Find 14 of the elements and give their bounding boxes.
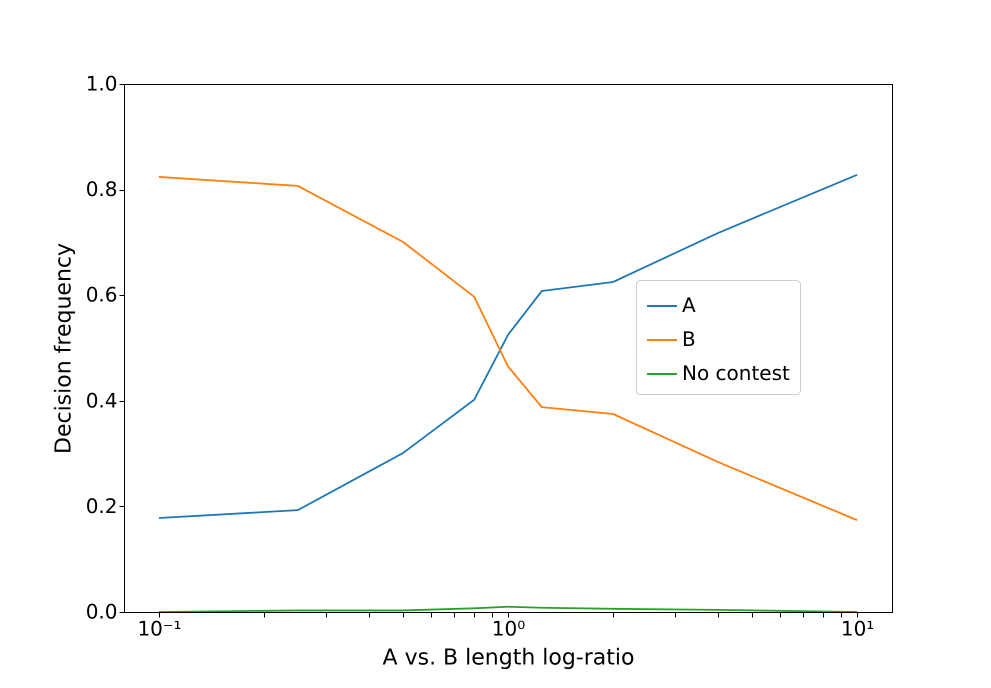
y-tick-label: 0.2 [86, 494, 118, 518]
x-tick-label: 10⁰ [492, 616, 526, 640]
y-tick-label: 1.0 [86, 72, 118, 96]
y-tick-label: 0.4 [86, 388, 118, 412]
x-axis-title: A vs. B length log-ratio [382, 646, 634, 670]
legend-label: A [682, 293, 696, 317]
legend-label: B [682, 327, 696, 351]
y-tick-label: 0.0 [86, 600, 118, 624]
x-tick-label: 10¹ [840, 616, 874, 640]
y-tick-label: 0.6 [86, 282, 118, 307]
x-tick-label: 10⁻¹ [137, 616, 182, 640]
y-axis-title: Decision frequency [52, 243, 77, 454]
legend-label: No contest [682, 361, 790, 385]
y-tick-label: 0.8 [86, 177, 118, 202]
